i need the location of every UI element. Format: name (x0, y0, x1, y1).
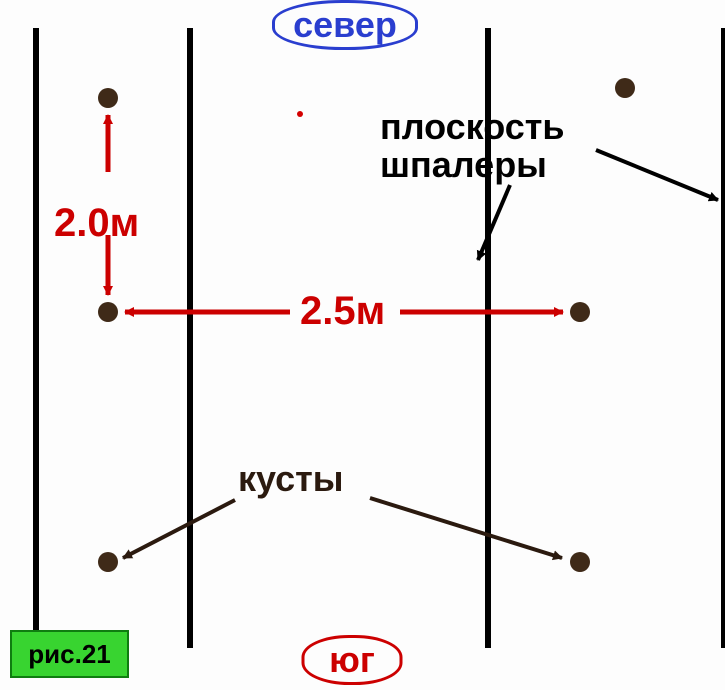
arrows-layer (0, 0, 725, 690)
trellis-plane-text-line2: шпалеры (380, 144, 547, 185)
vertical-distance-text: 2.0м (54, 201, 139, 245)
horizontal-distance-text: 2.5м (300, 289, 385, 333)
figure-number-text: рис.21 (28, 639, 110, 670)
bushes-label: кусты (238, 460, 344, 498)
diagram-canvas: север юг 2.0м 2.5м плоско (0, 0, 725, 690)
horizontal-distance-label: 2.5м (300, 290, 385, 332)
vertical-distance-label: 2.0м (54, 202, 139, 244)
trellis-plane-text-line1: плоскость (380, 106, 565, 147)
figure-number-badge: рис.21 (10, 630, 129, 678)
trellis-plane-label: плоскость шпалеры (380, 108, 565, 184)
bushes-label-text: кусты (238, 458, 344, 499)
